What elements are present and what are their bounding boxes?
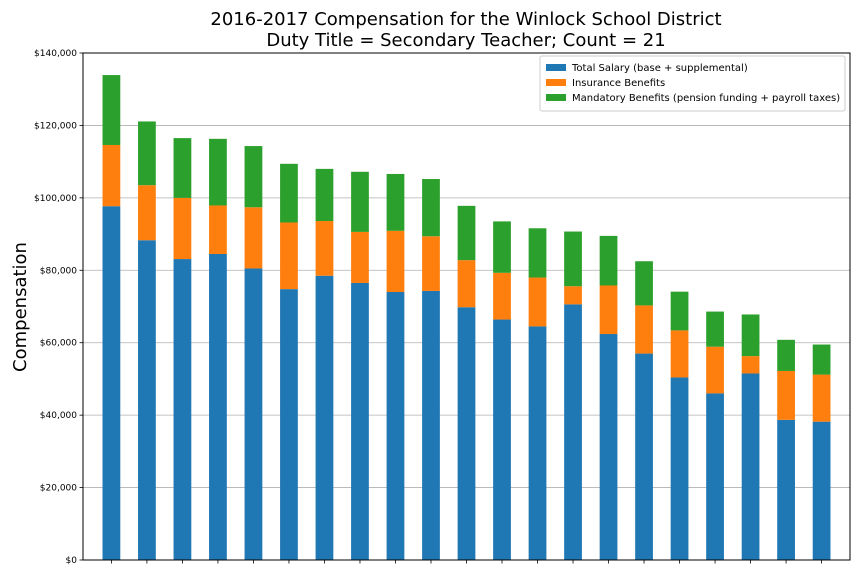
bar-segment-series-3	[741, 314, 760, 357]
bar-segment-series-3	[564, 231, 582, 287]
bar-segment-series-2	[812, 374, 831, 422]
bar-segment-series-1	[386, 292, 405, 560]
bar-segment-series-3	[670, 291, 689, 331]
bar-segment-series-3	[777, 339, 795, 371]
bar-segment-series-2	[386, 230, 405, 293]
bar-segment-series-3	[457, 205, 476, 261]
bar-segment-series-1	[706, 393, 724, 560]
bar-segment-series-2	[635, 305, 653, 354]
y-tick-label: $0	[66, 556, 78, 566]
bar-segment-series-2	[315, 221, 334, 276]
bar-segment-series-2	[209, 205, 227, 254]
bar-segment-series-1	[564, 304, 582, 560]
bar-segment-series-2	[280, 222, 298, 290]
bar-segment-series-1	[280, 289, 298, 560]
y-tick-label: $60,000	[40, 339, 77, 349]
bar-segment-series-3	[528, 228, 547, 278]
bar-segment-series-3	[599, 235, 618, 286]
bar-segment-series-3	[635, 261, 653, 306]
bar-segment-series-3	[706, 311, 724, 347]
bar-segment-series-3	[315, 168, 334, 222]
bar-segment-series-2	[777, 370, 795, 420]
bar-segment-series-2	[244, 207, 263, 269]
bar-segment-series-2	[493, 272, 511, 320]
bar-segment-series-1	[493, 319, 511, 560]
bar-segment-series-1	[315, 275, 334, 560]
y-tick-label: $120,000	[34, 121, 77, 131]
bar-segment-series-2	[173, 197, 192, 260]
chart-subtitle: Duty Title = Secondary Teacher; Count = …	[266, 30, 665, 51]
bar-segment-series-3	[422, 179, 440, 237]
bar-segment-series-2	[741, 356, 760, 374]
bar-segment-series-1	[741, 373, 760, 560]
axes-layer: $0 $20,000 $40,000 $60,000 $80,000 $100,000 $1…	[34, 49, 822, 566]
bar-segment-series-2	[670, 330, 689, 378]
bar-segment-series-1	[102, 206, 121, 560]
bar-segment-series-3	[209, 138, 227, 206]
bar-segment-series-3	[102, 75, 121, 145]
y-tick-label: $140,000	[34, 49, 77, 59]
bar-segment-series-1	[635, 353, 653, 560]
bar-segment-series-1	[244, 268, 263, 560]
y-tick-label: $80,000	[40, 266, 77, 276]
y-axis-label: Compensation	[10, 242, 31, 372]
legend-swatch	[546, 64, 566, 71]
bar-segment-series-3	[493, 221, 511, 273]
bar-segment-series-2	[422, 236, 440, 291]
bar-segment-series-3	[138, 121, 156, 186]
y-tick-label: $40,000	[40, 411, 77, 421]
bar-segment-series-2	[564, 286, 582, 305]
bar-segment-series-2	[599, 285, 618, 335]
bar-segment-series-3	[386, 173, 405, 231]
legend-label: Total Salary (base + supplemental)	[571, 63, 748, 74]
bar-segment-series-1	[812, 421, 831, 560]
bar-segment-series-1	[138, 240, 156, 561]
bar-segment-series-1	[528, 326, 547, 560]
bar-segment-series-3	[812, 344, 831, 375]
bar-segment-series-3	[173, 138, 192, 198]
bar-segment-series-1	[670, 377, 689, 560]
legend-label: Insurance Benefits	[572, 78, 665, 89]
bar-segment-series-1	[351, 282, 369, 560]
bars-layer	[102, 75, 831, 561]
legend-swatch	[546, 94, 566, 101]
legend-label: Mandatory Benefits (pension funding + pa…	[572, 93, 840, 104]
legend-box	[539, 55, 846, 112]
bar-segment-series-2	[528, 277, 547, 327]
bar-segment-series-2	[457, 260, 476, 308]
bar-segment-series-1	[599, 334, 618, 560]
bar-segment-series-2	[102, 144, 121, 207]
legend: Total Salary (base + supplemental) Insura…	[539, 55, 846, 112]
bar-segment-series-2	[138, 185, 156, 241]
bar-segment-series-1	[173, 259, 192, 560]
bar-segment-series-3	[280, 163, 298, 223]
y-tick-label: $100,000	[34, 194, 77, 204]
chart-title: 2016-2017 Compensation for the Winlock S…	[210, 9, 721, 30]
bar-segment-series-2	[351, 231, 369, 283]
bar-segment-series-1	[209, 253, 227, 560]
bar-segment-series-1	[457, 307, 476, 560]
bar-segment-series-2	[706, 346, 724, 394]
legend-swatch	[546, 79, 566, 86]
bar-segment-series-1	[777, 419, 795, 560]
bar-segment-series-1	[422, 290, 440, 560]
y-tick-label: $20,000	[40, 484, 77, 494]
bar-segment-series-3	[351, 171, 369, 232]
bar-segment-series-3	[244, 146, 263, 208]
